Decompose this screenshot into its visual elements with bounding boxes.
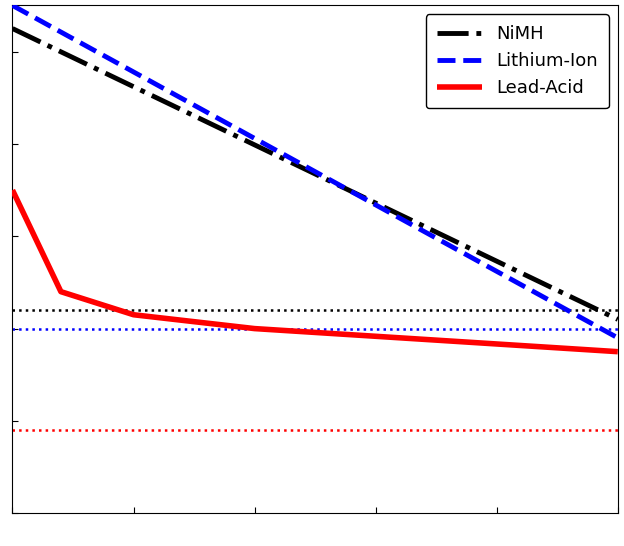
Lead-Acid — [9, 187, 16, 193]
Line: Lead-Acid: Lead-Acid — [12, 190, 618, 352]
Lead-Acid — [57, 288, 65, 295]
Legend: NiMH, Lithium-Ion, Lead-Acid: NiMH, Lithium-Ion, Lead-Acid — [426, 15, 609, 108]
Lead-Acid — [251, 325, 258, 332]
Lead-Acid — [130, 311, 137, 318]
Lead-Acid — [614, 348, 622, 355]
